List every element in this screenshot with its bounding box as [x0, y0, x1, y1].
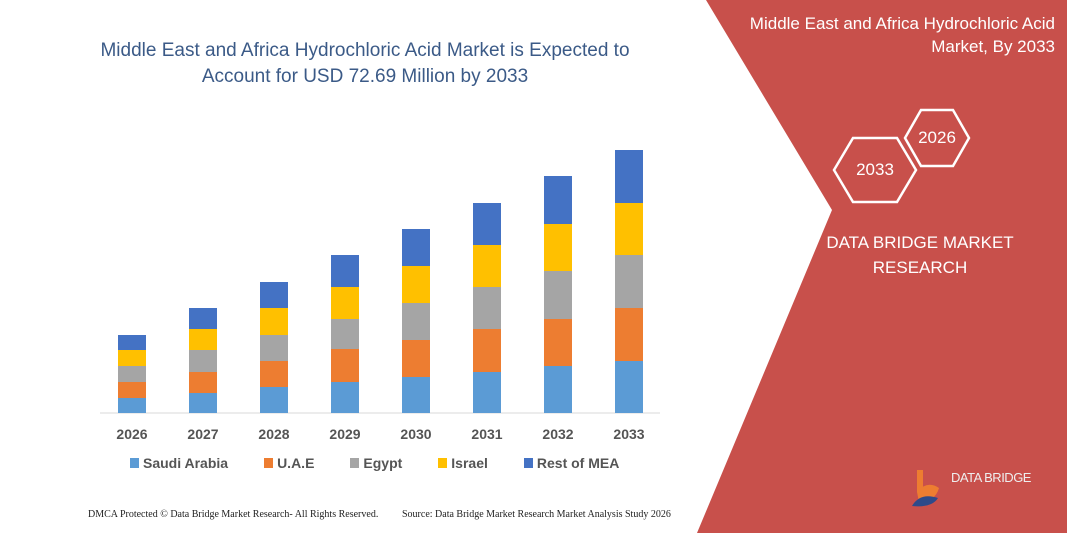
bar-segment-u-a-e-2033 [615, 308, 643, 361]
bar-segment-israel-2030 [402, 266, 430, 303]
hexagon-2026 [903, 108, 971, 168]
legend-item-saudi-arabia: Saudi Arabia [130, 455, 228, 471]
bar-segment-rest-of-mea-2029 [331, 255, 359, 287]
bar-segment-rest-of-mea-2026 [118, 335, 146, 350]
legend-item-rest-of-mea: Rest of MEA [523, 455, 620, 471]
bar-segment-egypt-2026 [118, 366, 146, 382]
hex-year-2026: 2026 [918, 128, 956, 147]
legend-swatch [350, 458, 360, 468]
copyright-text: DMCA Protected © Data Bridge Market Rese… [88, 509, 379, 520]
bar-segment-israel-2032 [544, 224, 572, 271]
bar-segment-u-a-e-2027 [189, 372, 217, 393]
legend-label: Egypt [363, 455, 403, 471]
legend-label: U.A.E [277, 455, 315, 471]
bar-segment-egypt-2033 [615, 255, 643, 308]
red-side-panel [697, 0, 1067, 533]
x-tick-label: 2032 [542, 426, 574, 442]
bar-segment-saudi-arabia-2032 [544, 366, 572, 413]
x-tick-label: 2033 [613, 426, 645, 442]
logo-icon [912, 470, 939, 507]
bar-segment-u-a-e-2026 [118, 382, 146, 398]
x-tick-label: 2029 [329, 426, 361, 442]
legend-label: Saudi Arabia [143, 455, 229, 471]
bar-segment-saudi-arabia-2033 [615, 361, 643, 413]
bar-segment-rest-of-mea-2030 [402, 229, 430, 266]
bar-segment-saudi-arabia-2031 [473, 372, 501, 413]
x-tick-label: 2028 [258, 426, 290, 442]
bar-segment-egypt-2028 [260, 335, 288, 361]
bar-segment-u-a-e-2031 [473, 329, 501, 372]
legend-swatch [130, 458, 139, 468]
bar-segment-israel-2027 [189, 329, 217, 350]
bar-segment-israel-2031 [473, 245, 501, 287]
legend-swatch [523, 458, 533, 468]
legend-item-israel: Israel [438, 455, 488, 471]
chart-legend: Saudi Arabia U.A.E Egypt Israel Rest of … [130, 455, 655, 471]
bar-segment-israel-2033 [615, 203, 643, 255]
bar-segment-egypt-2032 [544, 271, 572, 319]
bar-segment-rest-of-mea-2033 [615, 150, 643, 203]
x-tick-label: 2030 [400, 426, 432, 442]
hexagon-2033 [832, 136, 918, 204]
bar-segment-rest-of-mea-2032 [544, 176, 572, 224]
bar-segment-egypt-2031 [473, 287, 501, 329]
bar-segment-saudi-arabia-2030 [402, 377, 430, 413]
bar-segment-israel-2028 [260, 308, 288, 335]
x-tick-label: 2027 [187, 426, 219, 442]
legend-item-egypt: Egypt [350, 455, 402, 471]
bar-segment-u-a-e-2032 [544, 319, 572, 366]
hex-year-2033: 2033 [856, 160, 894, 179]
bar-segment-rest-of-mea-2028 [260, 282, 288, 308]
bar-segment-israel-2026 [118, 350, 146, 366]
bar-segment-rest-of-mea-2031 [473, 203, 501, 245]
legend-label: Israel [451, 455, 488, 471]
bar-segment-u-a-e-2030 [402, 340, 430, 377]
source-text: Source: Data Bridge Market Research Mark… [402, 509, 671, 520]
bar-segment-saudi-arabia-2029 [331, 382, 359, 413]
bar-segment-egypt-2029 [331, 319, 359, 349]
bar-segment-u-a-e-2029 [331, 349, 359, 382]
bar-segment-u-a-e-2028 [260, 361, 288, 387]
bar-segment-rest-of-mea-2027 [189, 308, 217, 329]
logo-text: DATA BRIDGE [951, 470, 1031, 485]
bar-segment-saudi-arabia-2026 [118, 398, 146, 413]
legend-label: Rest of MEA [536, 455, 620, 471]
bar-segment-israel-2029 [331, 287, 359, 319]
brand-name: DATA BRIDGE MARKET RESEARCH [826, 233, 1014, 277]
page-title: Middle East and Africa Hydrochloric Acid… [100, 40, 630, 87]
bar-segment-egypt-2030 [402, 303, 430, 340]
bar-segment-egypt-2027 [189, 350, 217, 372]
x-tick-label: 2026 [116, 426, 148, 442]
panel-title: Middle East and Africa Hydrochloric Acid… [749, 14, 1055, 56]
legend-swatch [264, 458, 274, 468]
legend-item-uae: U.A.E [264, 455, 314, 471]
x-tick-label: 2031 [471, 426, 503, 442]
bar-segment-saudi-arabia-2028 [260, 387, 288, 413]
bar-segment-saudi-arabia-2027 [189, 393, 217, 413]
bars-group [118, 150, 643, 413]
legend-swatch [438, 458, 448, 468]
